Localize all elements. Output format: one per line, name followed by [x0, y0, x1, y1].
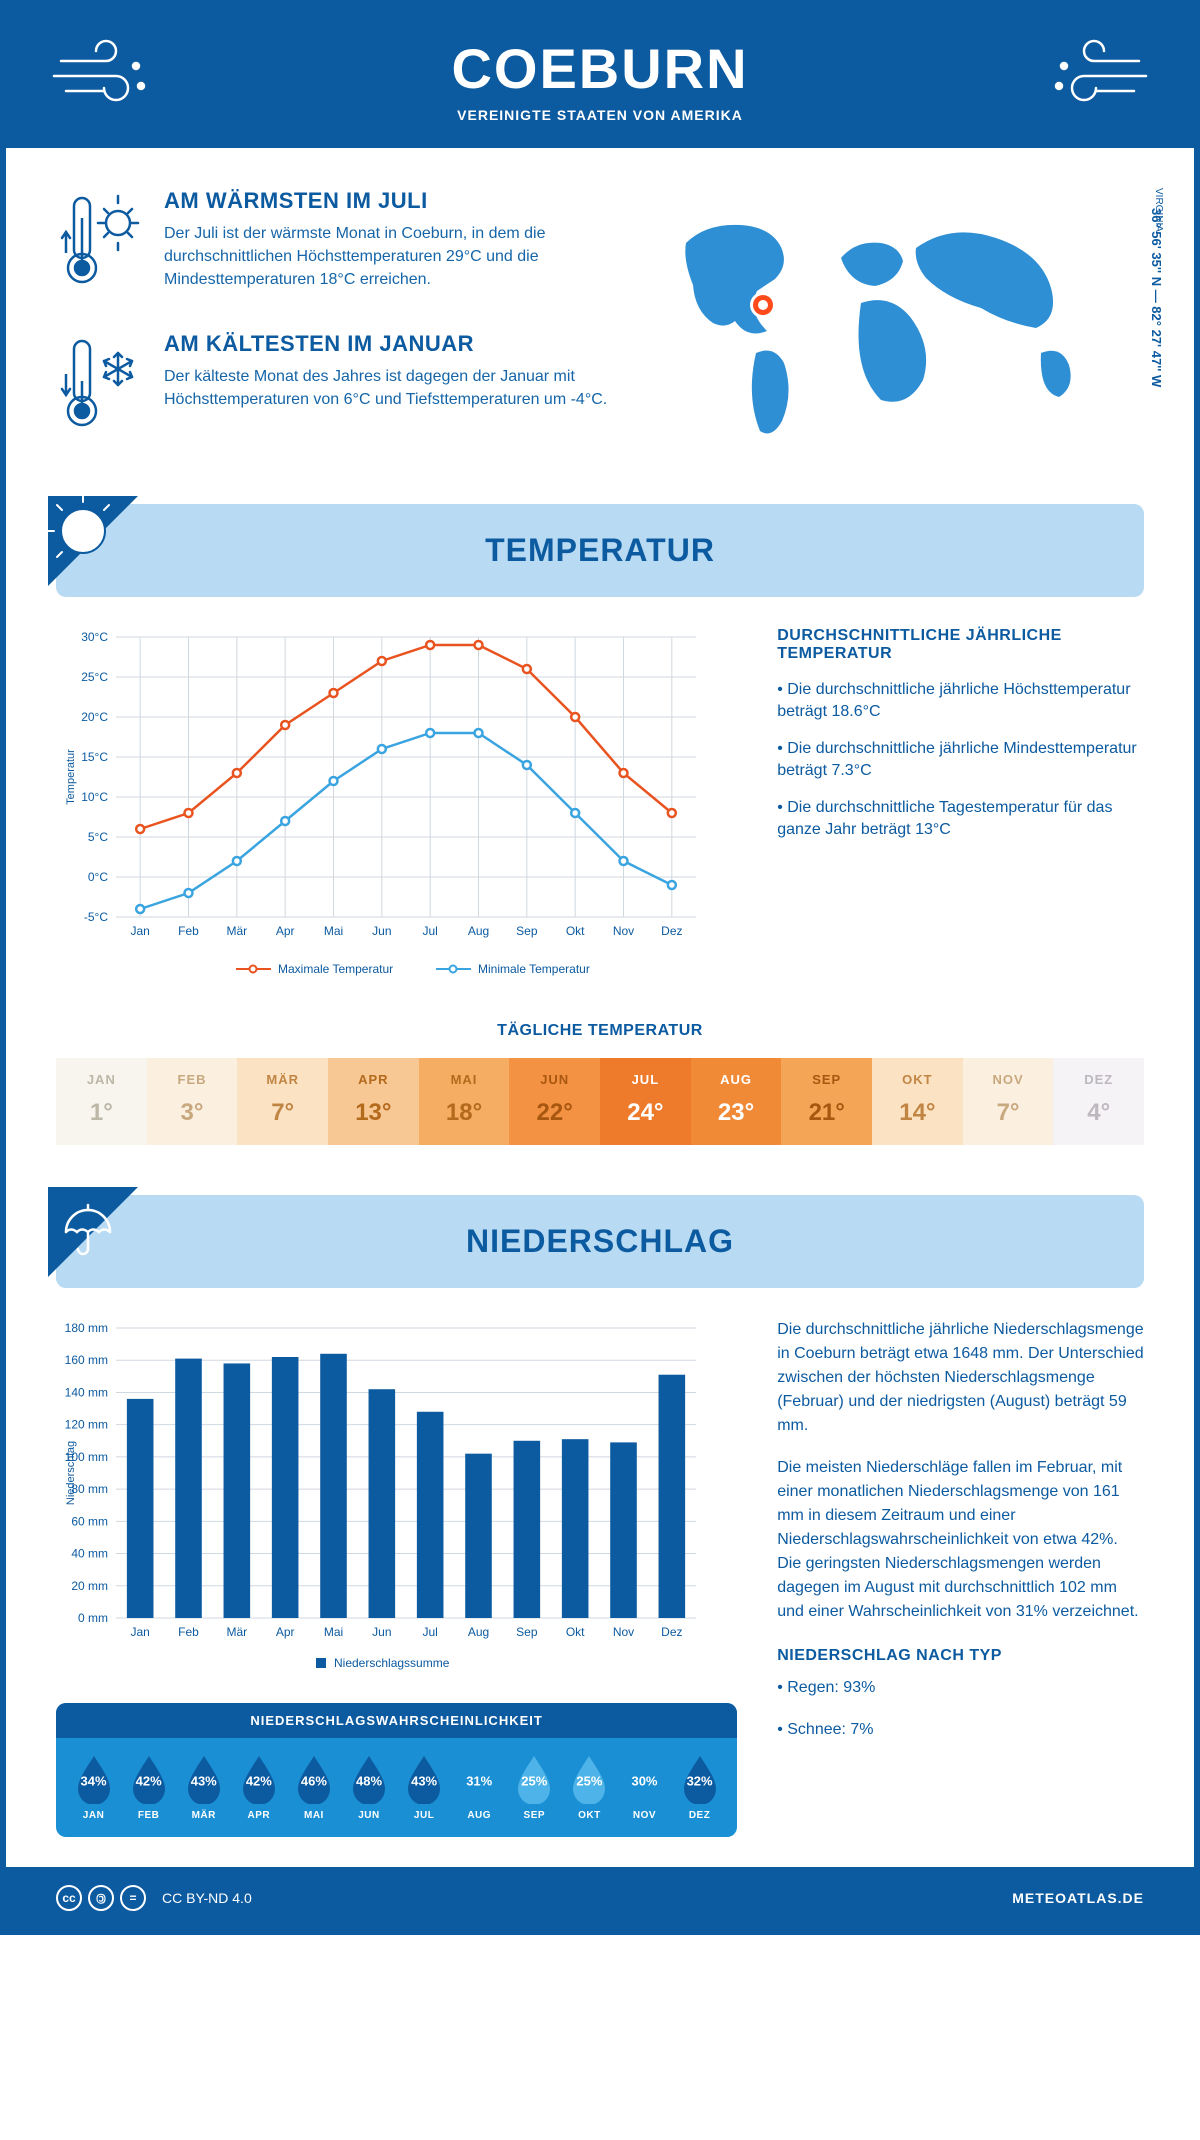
svg-text:Jul: Jul [422, 1625, 437, 1639]
svg-text:0 mm: 0 mm [78, 1611, 108, 1625]
intro-section: AM WÄRMSTEN IM JULI Der Juli ist der wär… [6, 148, 1194, 504]
svg-text:Jul: Jul [422, 924, 437, 938]
svg-text:20°C: 20°C [81, 710, 108, 724]
coldest-title: AM KÄLTESTEN IM JANUAR [164, 331, 611, 357]
prob-cell: 30%NOV [617, 1752, 672, 1821]
svg-text:15°C: 15°C [81, 750, 108, 764]
thermometer-snow-icon [56, 331, 146, 441]
umbrella-icon [48, 1187, 138, 1277]
daily-cell: SEP21° [781, 1058, 872, 1145]
warmest-block: AM WÄRMSTEN IM JULI Der Juli ist der wär… [56, 188, 611, 303]
svg-text:Mai: Mai [324, 1625, 343, 1639]
section-niederschlag: NIEDERSCHLAG [56, 1195, 1144, 1288]
svg-text:180 mm: 180 mm [65, 1321, 108, 1335]
coordinates: 36° 56' 35'' N — 82° 27' 47'' W [1149, 208, 1164, 387]
probability-box: NIEDERSCHLAGSWAHRSCHEINLICHKEIT 34%JAN42… [56, 1703, 737, 1837]
svg-text:Maximale Temperatur: Maximale Temperatur [278, 962, 393, 976]
svg-text:10°C: 10°C [81, 790, 108, 804]
svg-text:Feb: Feb [178, 1625, 199, 1639]
svg-text:Jun: Jun [372, 1625, 391, 1639]
svg-text:Feb: Feb [178, 924, 199, 938]
svg-text:20 mm: 20 mm [71, 1579, 108, 1593]
world-map [641, 188, 1121, 448]
svg-text:Mär: Mär [226, 924, 247, 938]
daily-cell: JUN22° [509, 1058, 600, 1145]
thermometer-sun-icon [56, 188, 146, 298]
precip-info: Die durchschnittliche jährliche Niedersc… [777, 1318, 1144, 1837]
svg-text:120 mm: 120 mm [65, 1418, 108, 1432]
svg-text:Dez: Dez [661, 924, 682, 938]
svg-text:Okt: Okt [566, 1625, 585, 1639]
svg-text:30°C: 30°C [81, 630, 108, 644]
svg-text:Apr: Apr [276, 1625, 295, 1639]
prob-cell: 31%AUG [452, 1752, 507, 1821]
wind-icon [1044, 36, 1154, 116]
temp-info: DURCHSCHNITTLICHE JÄHRLICHE TEMPERATUR •… [777, 627, 1144, 992]
precipitation-chart: 0 mm20 mm40 mm60 mm80 mm100 mm120 mm140 … [56, 1318, 716, 1678]
svg-text:Nov: Nov [613, 1625, 634, 1639]
daily-cell: OKT14° [872, 1058, 963, 1145]
daily-cell: DEZ4° [1053, 1058, 1144, 1145]
svg-text:Mai: Mai [324, 924, 343, 938]
footer: cc🄯= CC BY-ND 4.0 METEOATLAS.DE [6, 1867, 1194, 1929]
daily-cell: AUG23° [691, 1058, 782, 1145]
svg-text:Aug: Aug [468, 1625, 489, 1639]
svg-text:Niederschlagssumme: Niederschlagssumme [334, 1656, 450, 1670]
daily-cell: MAI18° [419, 1058, 510, 1145]
coldest-block: AM KÄLTESTEN IM JANUAR Der kälteste Mona… [56, 331, 611, 446]
svg-text:Sep: Sep [516, 924, 538, 938]
svg-text:5°C: 5°C [88, 830, 108, 844]
prob-cell: 25%OKT [562, 1752, 617, 1821]
wind-icon [46, 36, 156, 116]
daily-temperature-grid: JAN1°FEB3°MÄR7°APR13°MAI18°JUN22°JUL24°A… [56, 1058, 1144, 1145]
page-title: COEBURN [26, 36, 1174, 101]
prob-cell: 46%MAI [286, 1752, 341, 1821]
warmest-text: Der Juli ist der wärmste Monat in Coebur… [164, 222, 611, 292]
svg-text:Mär: Mär [226, 1625, 247, 1639]
svg-text:Minimale Temperatur: Minimale Temperatur [478, 962, 590, 976]
svg-text:-5°C: -5°C [84, 910, 108, 924]
svg-text:Aug: Aug [468, 924, 489, 938]
page-subtitle: VEREINIGTE STAATEN VON AMERIKA [26, 107, 1174, 123]
section-temperatur: TEMPERATUR [56, 504, 1144, 597]
svg-text:60 mm: 60 mm [71, 1514, 108, 1528]
prob-cell: 34%JAN [66, 1752, 121, 1821]
prob-cell: 42%APR [231, 1752, 286, 1821]
svg-text:Niederschlag: Niederschlag [65, 1441, 77, 1505]
sun-icon [48, 496, 138, 586]
svg-text:Dez: Dez [661, 1625, 682, 1639]
svg-text:25°C: 25°C [81, 670, 108, 684]
svg-text:40 mm: 40 mm [71, 1547, 108, 1561]
svg-text:Jan: Jan [130, 1625, 149, 1639]
svg-text:Okt: Okt [566, 924, 585, 938]
temperature-chart: -5°C 0°C 5°C 10°C 15°C 20°C 25°C 30°C Jan Feb Mär A… [56, 627, 716, 987]
svg-text:160 mm: 160 mm [65, 1353, 108, 1367]
header: COEBURN VEREINIGTE STAATEN VON AMERIKA [6, 6, 1194, 148]
svg-text:140 mm: 140 mm [65, 1385, 108, 1399]
svg-text:Apr: Apr [276, 924, 295, 938]
svg-text:Nov: Nov [613, 924, 634, 938]
svg-text:Jan: Jan [130, 924, 149, 938]
daily-cell: FEB3° [147, 1058, 238, 1145]
warmest-title: AM WÄRMSTEN IM JULI [164, 188, 611, 214]
daily-cell: JAN1° [56, 1058, 147, 1145]
license-icons: cc🄯= CC BY-ND 4.0 [56, 1885, 252, 1911]
prob-cell: 48%JUN [341, 1752, 396, 1821]
daily-cell: JUL24° [600, 1058, 691, 1145]
svg-text:Jun: Jun [372, 924, 391, 938]
prob-cell: 43%MÄR [176, 1752, 231, 1821]
daily-cell: NOV7° [963, 1058, 1054, 1145]
svg-text:0°C: 0°C [88, 870, 108, 884]
daily-title: TÄGLICHE TEMPERATUR [6, 1022, 1194, 1040]
svg-text:Temperatur: Temperatur [65, 749, 77, 805]
svg-text:Sep: Sep [516, 1625, 538, 1639]
prob-cell: 32%DEZ [672, 1752, 727, 1821]
prob-cell: 25%SEP [507, 1752, 562, 1821]
prob-cell: 43%JUL [397, 1752, 452, 1821]
prob-cell: 42%FEB [121, 1752, 176, 1821]
daily-cell: MÄR7° [237, 1058, 328, 1145]
brand: METEOATLAS.DE [1012, 1890, 1144, 1906]
daily-cell: APR13° [328, 1058, 419, 1145]
coldest-text: Der kälteste Monat des Jahres ist dagege… [164, 365, 611, 411]
